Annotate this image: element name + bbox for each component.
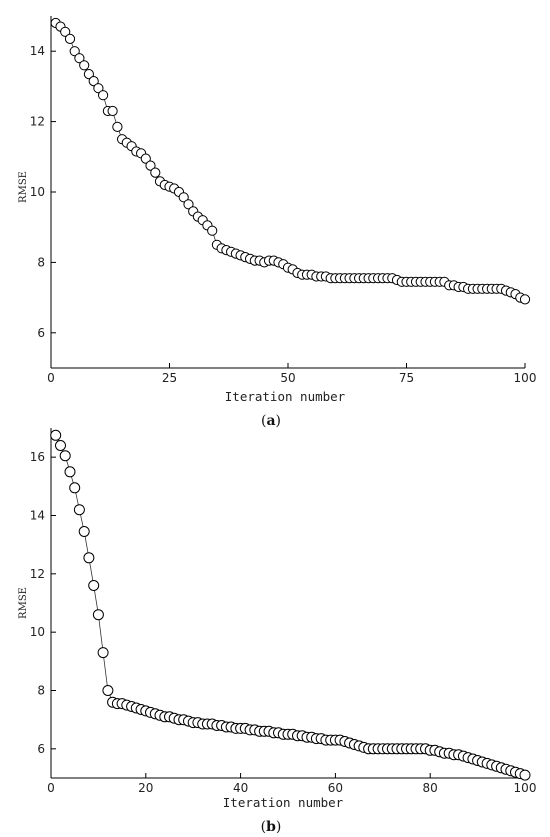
data-point	[145, 160, 156, 171]
y-tick-label: 16	[30, 450, 45, 464]
data-point	[83, 69, 95, 80]
data-point	[78, 526, 90, 537]
chart-panel-b: 0 20 40 60 80 100 6 8 10 12 14 16 RMSE Iteration nu…	[18, 428, 536, 835]
caption-open-paren-a: (	[261, 413, 266, 429]
data-point	[112, 121, 123, 133]
data-point	[69, 482, 81, 494]
x-tick-label: 75	[399, 371, 414, 385]
x-tick-label: 20	[138, 781, 153, 795]
data-point	[69, 46, 80, 57]
y-tick-label: 14	[30, 509, 45, 523]
data-point	[102, 685, 114, 696]
x-tick-label: 25	[162, 371, 177, 385]
data-point	[519, 294, 531, 305]
data-point	[64, 466, 76, 478]
y-tick-label: 14	[30, 44, 45, 58]
y-tick-label: 12	[30, 567, 45, 581]
x-tick-label: 0	[47, 781, 55, 795]
chart-panel-a: 0 25 50 75 100 6 8 10 12 14 RMSE Iteration number…	[18, 16, 536, 429]
data-point	[183, 199, 194, 210]
data-point	[178, 192, 189, 203]
y-tick-label: 10	[30, 185, 45, 199]
caption-close-paren-a: )	[276, 413, 281, 429]
x-tick-label: 60	[328, 781, 343, 795]
data-point	[98, 90, 109, 101]
data-point	[74, 53, 85, 64]
x-tick-label: 50	[280, 371, 295, 385]
caption-open-paren-b: (	[261, 819, 266, 835]
x-tick-label: 40	[233, 781, 248, 795]
plot-area-a: 0 25 50 75 100 6 8 10 12 14	[30, 16, 537, 385]
data-point	[50, 429, 62, 441]
data-point	[207, 225, 218, 236]
x-tick-label: 100	[514, 371, 537, 385]
data-point	[55, 440, 66, 451]
data-point	[519, 769, 531, 781]
x-tick-label: 100	[514, 781, 537, 795]
caption-close-paren-b: )	[276, 819, 281, 835]
y-axis-label-a: RMSE	[18, 171, 29, 203]
y-tick-label: 6	[37, 742, 45, 756]
caption-letter-a: a	[266, 413, 275, 429]
plot-area-b: 0 20 40 60 80 100 6 8 10 12 14 16	[30, 428, 537, 795]
x-axis-label-b: Iteration number	[223, 795, 344, 810]
x-axis-label-a: Iteration number	[225, 389, 346, 404]
data-point	[88, 76, 99, 87]
data-point	[107, 105, 118, 117]
y-tick-label: 8	[37, 684, 45, 698]
y-tick-label: 8	[37, 255, 45, 269]
data-point	[83, 552, 95, 564]
data-point	[93, 83, 104, 94]
data-point	[73, 504, 85, 516]
data-point	[59, 450, 71, 462]
data-point	[92, 609, 104, 621]
y-tick-label: 12	[30, 115, 45, 129]
y-axis-label-b: RMSE	[18, 587, 29, 619]
series-line	[55, 435, 526, 776]
y-tick-label: 10	[30, 625, 45, 639]
figure-caption-a: (a)	[261, 413, 281, 429]
series-line	[55, 22, 526, 300]
data-point	[60, 26, 71, 37]
figure-caption-b: (b)	[261, 819, 282, 835]
data-point	[88, 580, 100, 591]
data-point	[97, 647, 109, 659]
y-tick-label: 6	[37, 326, 45, 340]
data-point	[140, 153, 151, 164]
x-tick-label: 80	[423, 781, 438, 795]
data-point	[64, 33, 76, 45]
data-point	[150, 167, 161, 178]
data-point	[79, 60, 90, 71]
caption-letter-b: b	[266, 819, 276, 835]
x-tick-label: 0	[47, 371, 55, 385]
